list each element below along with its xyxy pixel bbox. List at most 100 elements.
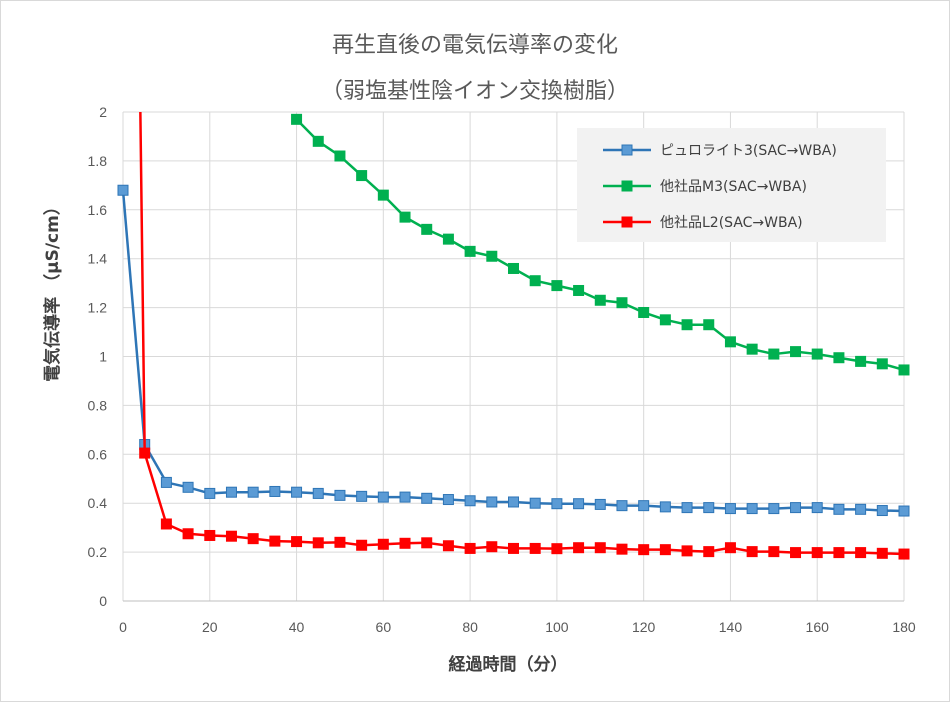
data-point <box>898 548 910 560</box>
data-point <box>594 294 606 306</box>
y-tick-label: 0 <box>99 593 107 609</box>
data-point <box>421 492 433 504</box>
data-point <box>551 543 563 555</box>
data-point <box>486 541 498 553</box>
y-tick-label: 1.8 <box>88 153 108 169</box>
data-point <box>768 503 780 515</box>
data-point <box>703 319 715 331</box>
data-point <box>486 250 498 262</box>
data-point <box>594 542 606 554</box>
data-point <box>573 542 585 554</box>
data-point <box>225 530 237 542</box>
data-point <box>421 223 433 235</box>
data-point <box>746 503 758 515</box>
legend-marker <box>621 180 633 192</box>
data-point <box>291 536 303 548</box>
data-point <box>334 150 346 162</box>
data-point <box>269 485 281 497</box>
chart-title: 再生直後の電気伝導率の変化 <box>332 33 618 58</box>
data-point <box>681 319 693 331</box>
data-point <box>442 494 454 506</box>
x-axis-title: 経過時間（分） <box>449 654 568 675</box>
data-point <box>833 352 845 364</box>
series-3 <box>139 112 910 560</box>
x-tick-label: 100 <box>545 619 569 635</box>
data-point <box>377 491 389 503</box>
x-tick-label: 160 <box>806 619 830 635</box>
x-tick-label: 140 <box>719 619 743 635</box>
data-point <box>724 336 736 348</box>
data-point <box>464 495 476 507</box>
data-point <box>291 486 303 498</box>
data-point <box>703 502 715 514</box>
y-tick-label: 0.4 <box>88 495 108 511</box>
series-1 <box>117 184 910 517</box>
x-tick-label: 60 <box>376 619 392 635</box>
x-tick-label: 40 <box>289 619 305 635</box>
data-point <box>659 501 671 513</box>
data-point <box>225 486 237 498</box>
data-point <box>117 184 129 196</box>
data-point <box>334 489 346 501</box>
x-tick-label: 180 <box>892 619 916 635</box>
data-point <box>247 533 259 545</box>
data-point <box>356 170 368 182</box>
data-point <box>551 498 563 510</box>
data-point <box>247 486 259 498</box>
data-point <box>160 476 172 488</box>
legend-label: 他社品L2(SAC→WBA) <box>660 215 803 231</box>
data-point <box>833 547 845 559</box>
chart-subtitle: （弱塩基性陰イオン交換樹脂） <box>321 79 629 104</box>
data-point <box>681 545 693 557</box>
data-point <box>724 503 736 515</box>
data-point <box>768 546 780 558</box>
data-point <box>703 546 715 558</box>
data-point <box>442 233 454 245</box>
legend: ピュロライト3(SAC→WBA) 他社品M3(SAC→WBA) 他社品L2(SAC→… <box>577 128 886 242</box>
data-point <box>573 498 585 510</box>
data-point <box>898 505 910 517</box>
data-point <box>377 538 389 550</box>
data-point <box>160 518 172 530</box>
data-point <box>811 547 823 559</box>
data-point <box>269 535 281 547</box>
data-point <box>529 542 541 554</box>
series-2 <box>291 113 910 376</box>
data-point <box>638 500 650 512</box>
data-point <box>811 502 823 514</box>
x-tick-label: 120 <box>632 619 656 635</box>
data-point <box>356 539 368 551</box>
data-point <box>399 491 411 503</box>
data-point <box>508 542 519 554</box>
data-point <box>356 490 368 502</box>
data-point <box>638 306 650 318</box>
data-point <box>204 529 216 541</box>
data-point <box>442 540 454 552</box>
data-point <box>551 280 563 292</box>
data-point <box>399 211 411 223</box>
data-point <box>790 502 802 514</box>
data-point <box>399 537 411 549</box>
data-point <box>659 314 671 326</box>
y-tick-label: 1.2 <box>88 300 108 316</box>
y-tick-label: 0.8 <box>88 397 108 413</box>
legend-label: ピュロライト3(SAC→WBA) <box>660 143 837 159</box>
y-tick-label: 0.2 <box>88 544 108 560</box>
data-point <box>855 355 867 367</box>
data-point <box>898 364 910 376</box>
data-point <box>876 505 888 517</box>
data-point <box>768 348 780 360</box>
data-point <box>746 343 758 355</box>
data-point <box>594 498 606 510</box>
legend-marker <box>621 216 633 228</box>
x-tick-label: 20 <box>202 619 218 635</box>
data-point <box>573 284 585 296</box>
data-point <box>312 537 324 549</box>
data-point <box>746 546 758 558</box>
data-point <box>876 547 888 559</box>
x-tick-label: 0 <box>119 619 127 635</box>
series-group <box>117 112 910 560</box>
data-point <box>182 528 194 540</box>
